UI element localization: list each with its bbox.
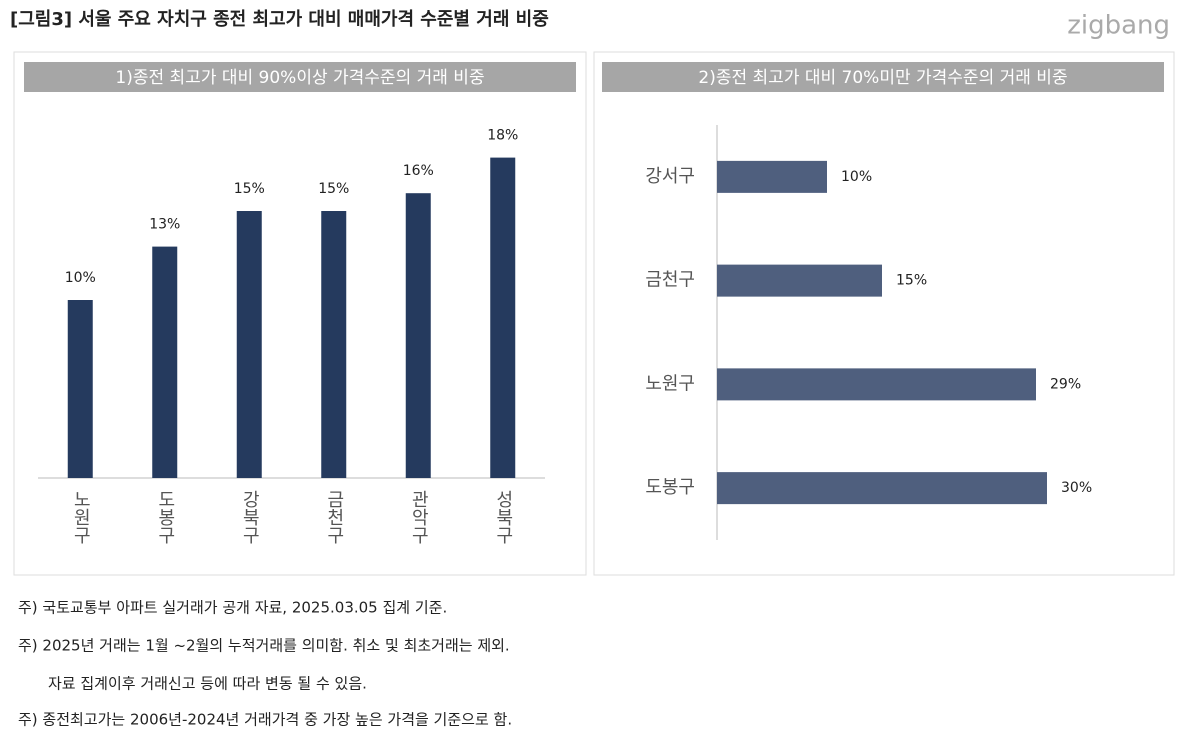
bar: [717, 160, 827, 193]
chart-title: 2)종전 최고가 대비 70%미만 가격수준의 거래 비중: [698, 68, 1067, 88]
x-tick-label: 관악구: [408, 490, 429, 544]
panel-header: [24, 62, 576, 92]
panel-frame: [593, 51, 1175, 576]
panel-header: [602, 62, 1164, 92]
value-label: 15%: [234, 181, 265, 197]
bar: [717, 264, 882, 297]
panel-frame: [13, 51, 587, 576]
page-title: [그림3] 서울 주요 자치구 종전 최고가 대비 매매가격 수준별 거래 비중: [10, 9, 549, 30]
bar: [717, 368, 1036, 401]
value-label: 10%: [841, 169, 872, 185]
chart-title: 1)종전 최고가 대비 90%이상 가격수준의 거래 비중: [115, 68, 484, 88]
x-tick-label: 노원구: [70, 490, 91, 544]
value-label: 16%: [403, 163, 434, 179]
value-label: 15%: [896, 273, 927, 289]
value-label: 29%: [1050, 376, 1081, 392]
y-tick-label: 강서구: [645, 166, 695, 187]
y-tick-label: 도봉구: [645, 477, 695, 498]
bar: [717, 472, 1047, 505]
x-tick-label: 성북구: [493, 490, 514, 544]
logo: zigbang: [1067, 11, 1170, 41]
bar: [152, 246, 178, 478]
bar: [405, 193, 431, 478]
bar: [67, 300, 93, 478]
value-label: 10%: [65, 270, 96, 286]
x-tick-label: 강북구: [239, 490, 260, 544]
y-tick-label: 금천구: [645, 270, 695, 291]
value-label: 30%: [1061, 480, 1092, 496]
note: 주) 종전최고가는 2006년-2024년 거래가격 중 가장 높은 가격을 기…: [18, 711, 512, 729]
note: 자료 집계이후 거래신고 등에 따라 변동 될 수 있음.: [48, 675, 367, 693]
bar: [490, 157, 516, 478]
x-tick-label: 금천구: [324, 490, 345, 544]
note: 주) 2025년 거래는 1월 ~2월의 누적거래를 의미함. 취소 및 최초거…: [18, 637, 510, 655]
value-label: 18%: [487, 128, 518, 144]
bar: [236, 211, 262, 478]
value-label: 13%: [149, 217, 180, 233]
value-label: 15%: [318, 181, 349, 197]
note: 주) 국토교통부 아파트 실거래가 공개 자료, 2025.03.05 집계 기…: [18, 599, 447, 617]
x-tick-label: 도봉구: [155, 490, 176, 544]
y-tick-label: 노원구: [645, 373, 695, 394]
bar: [321, 211, 347, 478]
